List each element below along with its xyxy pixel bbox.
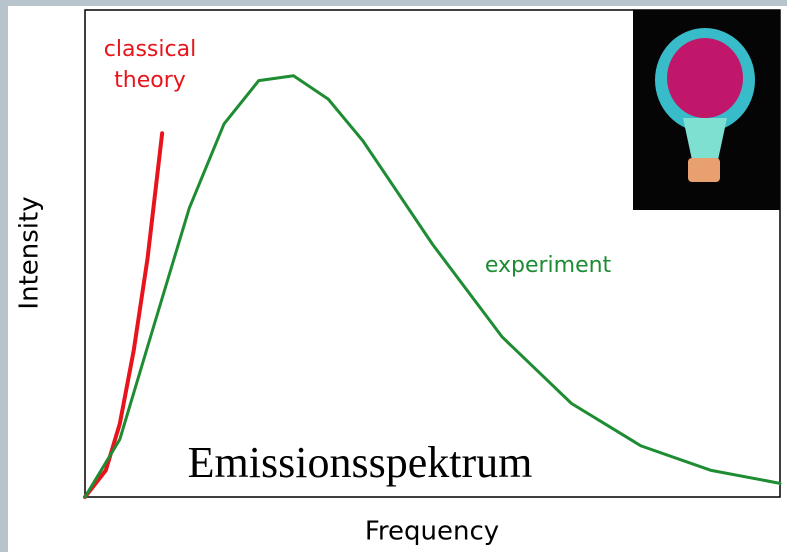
chart: Emissionsspektrum Frequency Intensity cl… bbox=[0, 0, 787, 552]
x-axis-label: Frequency bbox=[365, 517, 499, 547]
y-axis-label: Intensity bbox=[15, 196, 45, 309]
page: Emissionsspektrum Frequency Intensity cl… bbox=[0, 0, 787, 552]
series-label: classical bbox=[104, 37, 196, 62]
chart-title: Emissionsspektrum bbox=[188, 438, 533, 487]
bulb-image bbox=[633, 10, 780, 210]
bulb-core bbox=[667, 38, 743, 118]
bulb-base bbox=[688, 158, 720, 182]
series-label: theory bbox=[114, 68, 186, 93]
series-label: experiment bbox=[485, 253, 612, 278]
